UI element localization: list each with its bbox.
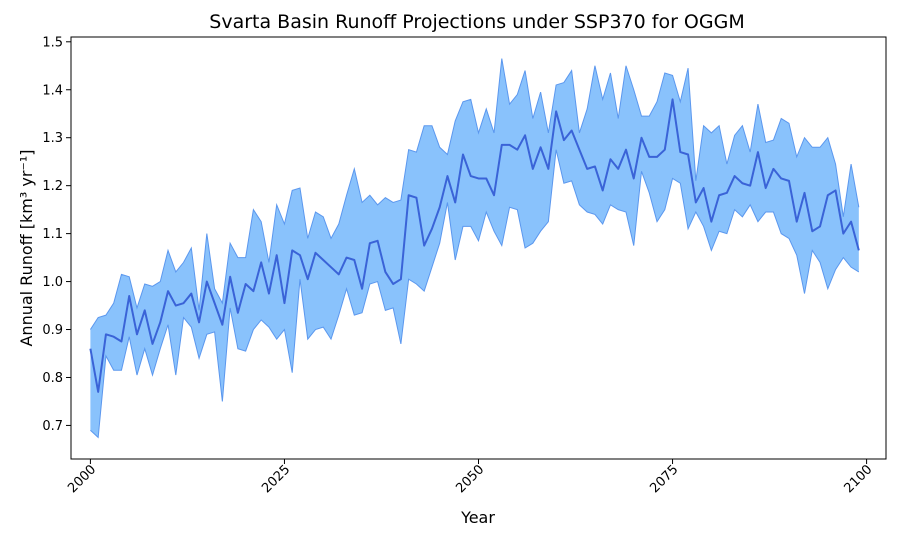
x-tick-label: 2025 xyxy=(259,462,293,496)
x-tick-label: 2075 xyxy=(647,462,681,496)
y-axis-label: Annual Runoff [km³ yr⁻¹] xyxy=(17,149,36,346)
uncertainty-band-upper-edge xyxy=(89,58,860,330)
x-tick-label: 2000 xyxy=(65,462,99,496)
y-tick-label: 0.7 xyxy=(42,419,63,434)
uncertainty-band-lower-edge xyxy=(90,149,860,439)
chart-title: Svarta Basin Runoff Projections under SS… xyxy=(209,11,744,33)
y-tick-label: 1.3 xyxy=(42,131,63,146)
x-axis-ticks: 2000 2025 2050 2075 2100 xyxy=(65,459,875,496)
x-tick-label: 2050 xyxy=(453,462,487,496)
x-tick-label: 2100 xyxy=(841,462,875,496)
plot-frame xyxy=(70,36,887,460)
y-tick-label: 1.0 xyxy=(42,275,63,290)
y-tick-label: 0.8 xyxy=(42,371,63,386)
y-axis-ticks: 0.7 0.8 0.9 1.0 1.1 1.2 1.3 1.4 1.5 xyxy=(42,35,71,434)
runoff-line xyxy=(89,98,860,393)
plot-area xyxy=(89,58,860,439)
uncertainty-band xyxy=(90,58,859,438)
y-tick-label: 1.1 xyxy=(42,227,63,242)
y-tick-label: 0.9 xyxy=(42,323,63,338)
y-tick-label: 1.5 xyxy=(42,35,63,50)
y-tick-label: 1.2 xyxy=(42,179,63,194)
y-tick-label: 1.4 xyxy=(42,83,63,98)
x-axis-label: Year xyxy=(460,508,495,527)
